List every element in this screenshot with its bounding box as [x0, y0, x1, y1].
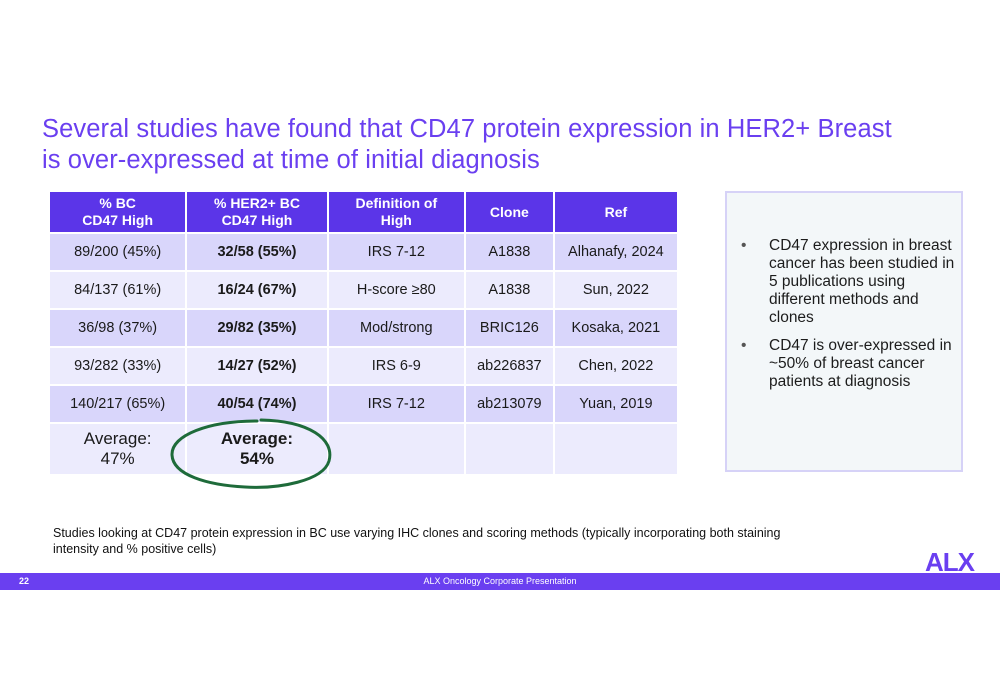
highlight-circle [170, 418, 332, 489]
cell-bc: 36/98 (37%) [50, 310, 186, 346]
cell-ref: Alhanafy, 2024 [554, 234, 677, 270]
cell-definition: IRS 7-12 [328, 386, 464, 422]
slide-title-line-2: is over-expressed at time of initial dia… [42, 146, 540, 174]
slide-title: Several studies have found that CD47 pro… [42, 114, 982, 176]
cell-her2-bc: 29/82 (35%) [187, 310, 327, 346]
cell-definition: IRS 6-9 [328, 348, 464, 384]
footer-bar: 22 ALX Oncology Corporate Presentation [0, 573, 1000, 590]
average-bc-cell: Average: 47% [50, 424, 186, 474]
empty-cell [465, 424, 553, 474]
table-header-row: % BC CD47 High % HER2+ BC CD47 High Defi… [50, 192, 677, 232]
key-points-list: • CD47 expression in breast cancer has b… [741, 237, 956, 401]
cell-definition: IRS 7-12 [328, 234, 464, 270]
cell-clone: A1838 [465, 272, 553, 308]
cell-bc: 140/217 (65%) [50, 386, 186, 422]
key-points-box: • CD47 expression in breast cancer has b… [725, 191, 963, 472]
cell-ref: Sun, 2022 [554, 272, 677, 308]
slide-title-line-1: Several studies have found that CD47 pro… [42, 115, 892, 143]
svg-text:ALX: ALX [925, 549, 976, 573]
header-clone: Clone [465, 192, 553, 232]
bullet-dot-icon: • [741, 337, 747, 354]
table-row: 93/282 (33%) 14/27 (52%) IRS 6-9 ab22683… [50, 348, 677, 384]
table-average-row: Average: 47% Average: 54% [50, 424, 677, 474]
cell-definition: Mod/strong [328, 310, 464, 346]
footnote: Studies looking at CD47 protein expressi… [53, 526, 781, 556]
cell-her2-bc: 14/27 (52%) [187, 348, 327, 384]
bullet-dot-icon: • [741, 237, 747, 254]
cell-bc: 89/200 (45%) [50, 234, 186, 270]
cell-clone: ab213079 [465, 386, 553, 422]
header-definition-of-high: Definition of High [328, 192, 464, 232]
header-her2-bc-cd47-high: % HER2+ BC CD47 High [187, 192, 327, 232]
empty-cell [328, 424, 464, 474]
average-her2-cell: Average: 54% [187, 424, 327, 474]
key-point-1: • CD47 expression in breast cancer has b… [741, 237, 956, 327]
cd47-studies-table: % BC CD47 High % HER2+ BC CD47 High Defi… [48, 190, 679, 476]
cell-clone: A1838 [465, 234, 553, 270]
table-row: 89/200 (45%) 32/58 (55%) IRS 7-12 A1838 … [50, 234, 677, 270]
cell-clone: ab226837 [465, 348, 553, 384]
cell-bc: 84/137 (61%) [50, 272, 186, 308]
cell-clone: BRIC126 [465, 310, 553, 346]
cell-her2-bc: 16/24 (67%) [187, 272, 327, 308]
header-bc-cd47-high: % BC CD47 High [50, 192, 186, 232]
key-point-text: CD47 is over-expressed in ~50% of breast… [769, 337, 952, 390]
cell-her2-bc: 32/58 (55%) [187, 234, 327, 270]
header-ref: Ref [554, 192, 677, 232]
cell-ref: Kosaka, 2021 [554, 310, 677, 346]
cell-ref: Chen, 2022 [554, 348, 677, 384]
table-row: 36/98 (37%) 29/82 (35%) Mod/strong BRIC1… [50, 310, 677, 346]
footer-text: ALX Oncology Corporate Presentation [423, 576, 577, 586]
cell-her2-bc: 40/54 (74%) [187, 386, 327, 422]
key-point-2: • CD47 is over-expressed in ~50% of brea… [741, 337, 956, 391]
page-number: 22 [19, 576, 30, 586]
cell-definition: H-score ≥80 [328, 272, 464, 308]
empty-cell [554, 424, 677, 474]
cell-ref: Yuan, 2019 [554, 386, 677, 422]
table-row: 140/217 (65%) 40/54 (74%) IRS 7-12 ab213… [50, 386, 677, 422]
table-row: 84/137 (61%) 16/24 (67%) H-score ≥80 A18… [50, 272, 677, 308]
alx-logo: ALX [925, 549, 977, 573]
cell-bc: 93/282 (33%) [50, 348, 186, 384]
key-point-text: CD47 expression in breast cancer has bee… [769, 237, 955, 326]
